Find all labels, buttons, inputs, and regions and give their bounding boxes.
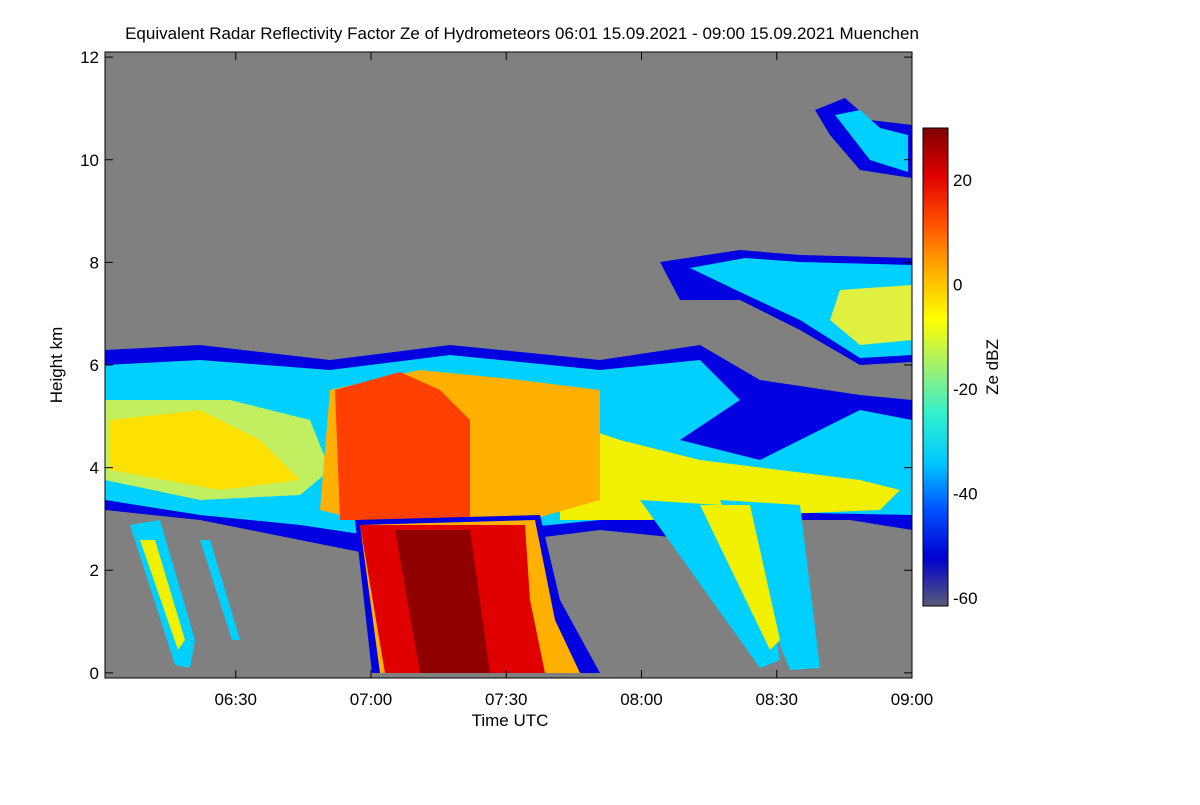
echo-region [835,110,908,172]
echo-field [105,98,912,673]
echo-core [335,372,470,520]
y-tick-label: 4 [90,459,99,478]
y-axis-label: Height km [47,327,66,404]
y-tick-label: 8 [90,253,99,272]
x-axis-label: Time UTC [472,711,549,730]
colorbar [922,127,949,607]
x-tick-label: 08:30 [755,690,798,709]
x-tick-label: 08:00 [620,690,663,709]
echo-streak [640,500,780,668]
x-tick-label: 07:30 [485,690,528,709]
y-tick-label: 10 [80,151,99,170]
chart-title: Equivalent Radar Reflectivity Factor Ze … [125,24,919,43]
echo-shaft [395,530,490,673]
y-tick-label: 12 [80,48,99,67]
y-tick-label: 0 [90,664,99,683]
x-tick-label: 06:30 [214,690,257,709]
echo-streak [140,540,185,650]
colorbar-tick-label: 0 [953,276,962,295]
x-tick-label: 07:00 [350,690,393,709]
y-tick-label: 2 [90,561,99,580]
colorbar-tick-label: -60 [953,589,978,608]
echo-region [560,420,900,520]
colorbar-label: Ze dBZ [983,339,1002,395]
echo-region [110,410,300,490]
echo-region [830,285,912,345]
colorbar-tick-label: -20 [953,380,978,399]
x-tick-label: 09:00 [891,690,934,709]
colorbar-tick-label: 20 [953,171,972,190]
echo-streak [700,505,780,650]
y-tick-label: 6 [90,356,99,375]
echo-streak [200,540,240,640]
colorbar-tick-label: -40 [953,485,978,504]
